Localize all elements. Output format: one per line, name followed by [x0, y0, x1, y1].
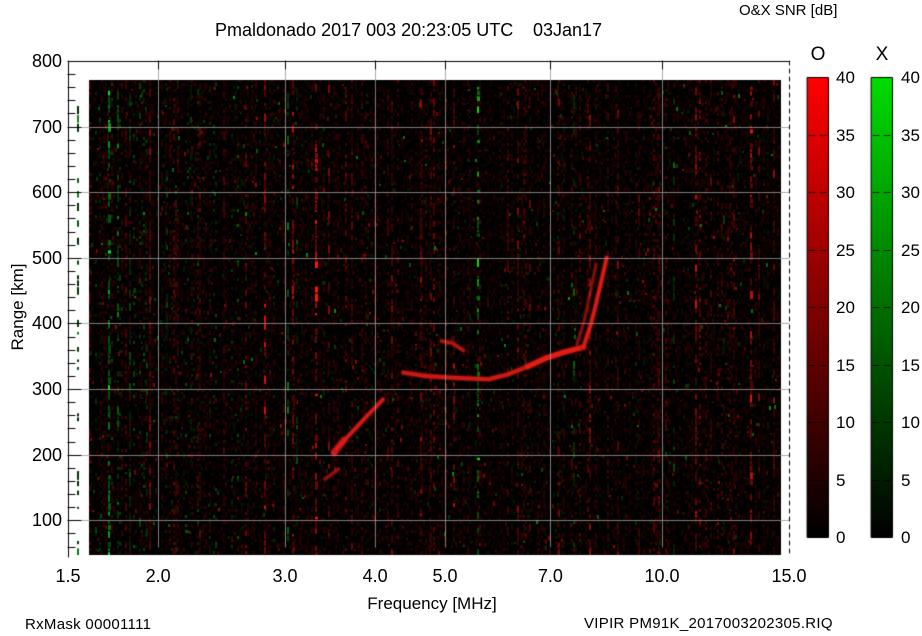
colorbar-tick-label: 15 — [901, 355, 920, 375]
colorbar-tick-label: 40 — [901, 68, 920, 87]
date-label: 03Jan17 — [533, 20, 603, 40]
colorbar-tick-label: 40 — [836, 68, 855, 87]
colorbar-tick-label: 30 — [836, 183, 855, 202]
y-tick-label: 100 — [31, 510, 62, 531]
colorbar-tick-label: 35 — [901, 125, 920, 145]
colorbar-tick-label: 0 — [836, 528, 846, 547]
colorbar-tick-label: 20 — [901, 298, 920, 317]
page-title: Pmaldonado 2017 003 20:23:05 UTC — [215, 20, 514, 40]
colorbar-tick-label: 10 — [836, 413, 855, 432]
colorbar-tick-label: 15 — [836, 355, 855, 375]
colorbar-tick-label: 5 — [836, 470, 846, 490]
colorbar-tick-label: 25 — [836, 240, 855, 260]
y-tick-label: 400 — [31, 313, 62, 334]
y-tick-label: 500 — [31, 247, 62, 268]
x-axis-label: Frequency [MHz] — [367, 594, 497, 613]
colorbar-tick-label: 25 — [901, 240, 920, 260]
x-tick-label: 15.0 — [771, 566, 807, 586]
colorbar-tick-label: 20 — [836, 298, 855, 317]
footer-filename: VIPIR PM91K_2017003202305.RIQ — [584, 615, 833, 632]
colorbar-tick-label: 5 — [901, 470, 911, 490]
x-tick-label: 1.5 — [55, 566, 81, 586]
colorbar-tick-label: 0 — [901, 528, 911, 547]
x-tick-label: 5.0 — [432, 566, 458, 586]
y-tick-label: 200 — [31, 444, 62, 465]
x-tick-label: 7.0 — [537, 566, 563, 586]
x-tick-label: 3.0 — [272, 566, 298, 586]
x-tick-label: 4.0 — [362, 566, 388, 586]
y-tick-label: 700 — [31, 116, 62, 137]
colorbar-tick-label: 35 — [836, 125, 855, 145]
colorbar-tick-label: 30 — [901, 183, 920, 202]
y-tick-label: 600 — [31, 182, 62, 203]
colorbar-title: O&X SNR [dB] — [739, 2, 838, 19]
y-tick-label: 300 — [31, 379, 62, 400]
colorbar-mode-label: X — [875, 44, 889, 65]
footer-rxmask: RxMask 00001111 — [25, 616, 152, 633]
y-tick-label: 800 — [31, 51, 62, 71]
x-tick-label: 2.0 — [145, 566, 171, 586]
x-tick-label: 10.0 — [644, 566, 680, 586]
colorbar-tick-label: 10 — [901, 413, 920, 432]
colorbar-mode-label: O — [810, 44, 826, 65]
